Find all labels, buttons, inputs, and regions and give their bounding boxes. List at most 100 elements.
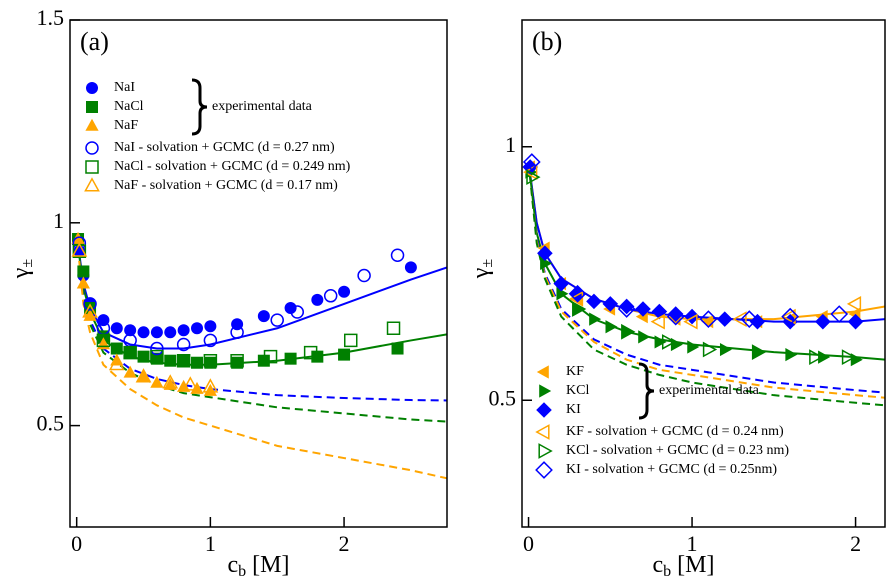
x-label-sub: b [238, 563, 246, 580]
data-point [290, 305, 305, 319]
data-point [311, 293, 324, 306]
data-point [77, 265, 90, 278]
data-point [572, 302, 585, 316]
x-tick-label: 0 [523, 531, 534, 556]
annotation: experimental data [659, 383, 760, 398]
legend-label: KI - solvation + GCMC (d = 0.25nm) [566, 462, 777, 477]
data-point [136, 369, 151, 382]
data-point [177, 379, 191, 392]
data-point [666, 307, 685, 326]
plot-area [71, 231, 447, 480]
data-point [553, 275, 570, 292]
y-label-main: γ [8, 267, 34, 279]
data-point [110, 342, 123, 355]
data-point [556, 287, 569, 301]
data-point [108, 356, 125, 371]
x-tick-label: 2 [339, 531, 350, 556]
legend-marker [86, 82, 98, 94]
plot-frame [69, 19, 448, 528]
legend-label: NaI [114, 80, 135, 95]
data-point [162, 374, 179, 389]
data-point [749, 313, 766, 330]
data-point [176, 337, 191, 352]
legend-marker [85, 160, 99, 174]
data-point [809, 349, 824, 366]
data-point [230, 353, 244, 368]
data-point [751, 344, 767, 360]
legend-label: KCl - solvation + GCMC (d = 0.23 nm) [566, 443, 789, 458]
fit-curve [527, 161, 885, 399]
legend-marker [535, 424, 550, 440]
data-point [96, 333, 111, 348]
data-point [343, 333, 358, 348]
data-point [338, 348, 351, 361]
data-point [96, 321, 111, 335]
panel-title: (a) [80, 27, 109, 56]
data-point [719, 342, 732, 357]
data-point [123, 365, 137, 378]
data-point [230, 325, 244, 340]
fit-curve [75, 234, 447, 480]
data-point [231, 356, 244, 369]
y-tick-label: 1 [505, 132, 516, 157]
x-axis-label: cb [M] [653, 552, 715, 580]
data-point [263, 349, 278, 364]
data-point [568, 284, 587, 303]
x-label-main: c [228, 552, 239, 578]
data-point [390, 248, 405, 262]
data-point [83, 308, 97, 321]
x-label-main: c [653, 552, 664, 578]
data-point [182, 376, 199, 391]
data-point [537, 245, 553, 262]
data-point [323, 289, 338, 303]
y-axis-label: γ± [8, 259, 36, 280]
data-point [683, 313, 698, 330]
data-point [638, 330, 651, 344]
panel-title: (b) [532, 27, 562, 56]
data-point [257, 310, 270, 323]
brace [191, 78, 208, 136]
legend-marker [84, 177, 100, 192]
data-point [190, 381, 204, 394]
data-point [123, 345, 137, 360]
data-point [654, 335, 667, 349]
x-label-sub: b [663, 563, 671, 580]
data-point [123, 333, 137, 348]
data-point [569, 285, 586, 302]
data-point [137, 350, 150, 363]
annotation: experimental data [212, 99, 313, 114]
data-point [83, 297, 97, 311]
data-point [670, 337, 683, 352]
data-point [572, 301, 587, 317]
data-point [618, 298, 635, 315]
data-point [204, 356, 217, 369]
data-point [204, 320, 217, 333]
data-point [72, 244, 87, 258]
data-point [76, 276, 90, 289]
x-label-unit: [M] [677, 552, 714, 578]
y-axis-label: γ± [468, 259, 496, 280]
data-point [522, 159, 538, 175]
x-label-unit: [M] [252, 552, 289, 578]
data-point [164, 326, 177, 339]
x-axis-label: cb [M] [228, 552, 290, 580]
data-point [702, 341, 718, 358]
legend-label: NaF [114, 118, 138, 133]
data-point [163, 377, 177, 390]
data-point [740, 310, 759, 328]
data-point [617, 300, 636, 318]
data-point [150, 326, 163, 339]
data-point [338, 285, 351, 298]
data-point [732, 311, 747, 327]
y-tick-label: 0.5 [37, 411, 65, 436]
data-point [82, 303, 98, 318]
data-point [830, 305, 849, 323]
legend-label: NaCl - solvation + GCMC (d = 0.249 nm) [114, 159, 351, 174]
legend-marker [536, 402, 552, 418]
legend-marker [85, 118, 99, 131]
data-point [191, 356, 204, 369]
legend-label: KF [566, 364, 584, 379]
panel: 0.5 1 0 1 2 cb [M] γ± (b) KF KCl KI KF - solvation +… [468, 19, 886, 580]
data-point [846, 296, 862, 312]
